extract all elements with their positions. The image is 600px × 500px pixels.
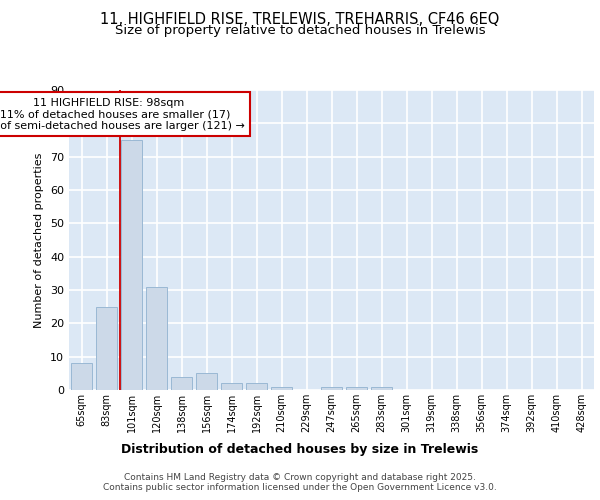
Bar (371, 386, 392, 390)
Bar (146, 286, 167, 390)
Bar (321, 386, 342, 390)
Bar (271, 386, 292, 390)
Text: Distribution of detached houses by size in Trelewis: Distribution of detached houses by size … (121, 442, 479, 456)
Text: Contains HM Land Registry data © Crown copyright and database right 2025.
Contai: Contains HM Land Registry data © Crown c… (103, 472, 497, 492)
Bar (221, 384, 242, 390)
Bar (196, 374, 217, 390)
Bar (346, 386, 367, 390)
Bar (171, 376, 192, 390)
Text: 11 HIGHFIELD RISE: 98sqm
← 11% of detached houses are smaller (17)
80% of semi-d: 11 HIGHFIELD RISE: 98sqm ← 11% of detach… (0, 98, 245, 130)
Bar (96, 306, 117, 390)
Text: 11, HIGHFIELD RISE, TRELEWIS, TREHARRIS, CF46 6EQ: 11, HIGHFIELD RISE, TRELEWIS, TREHARRIS,… (100, 12, 500, 28)
Y-axis label: Number of detached properties: Number of detached properties (34, 152, 44, 328)
Bar (246, 384, 267, 390)
Bar (71, 364, 92, 390)
Text: Size of property relative to detached houses in Trelewis: Size of property relative to detached ho… (115, 24, 485, 37)
Bar (121, 140, 142, 390)
